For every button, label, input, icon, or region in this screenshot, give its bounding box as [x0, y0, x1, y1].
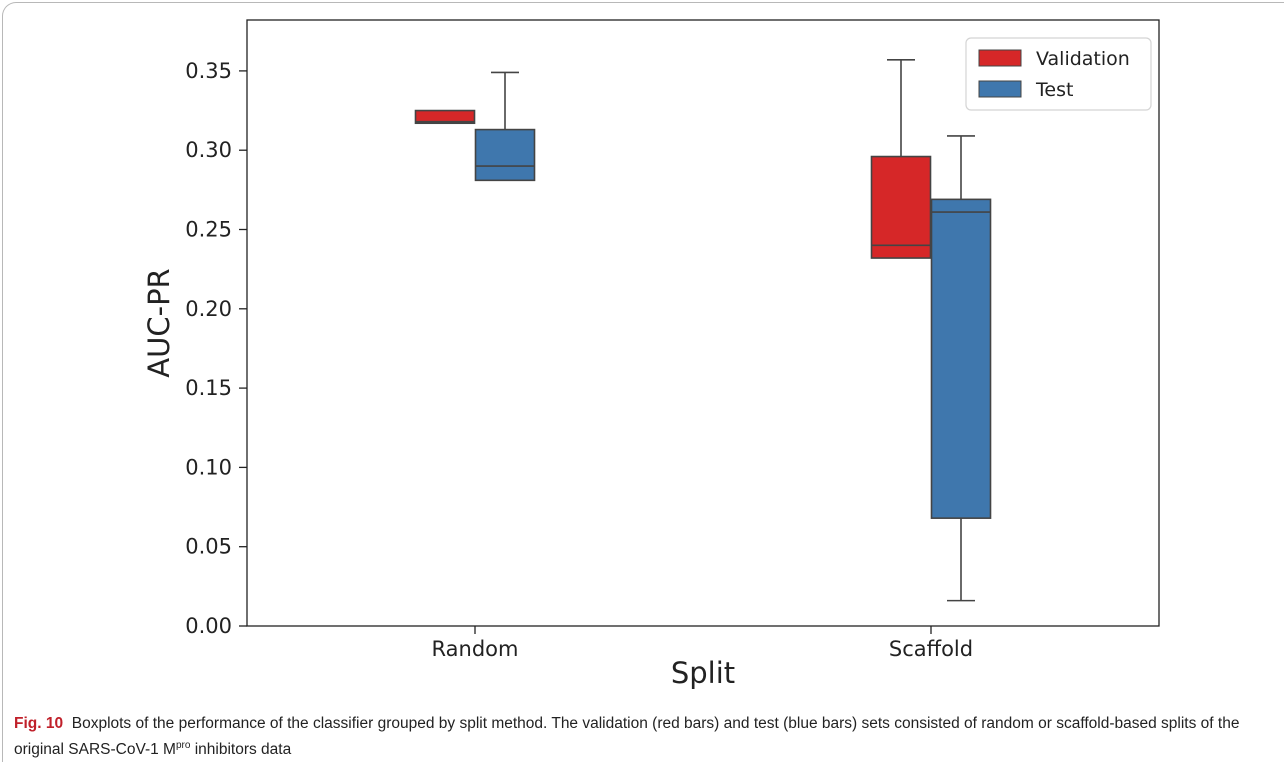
legend-swatch-validation: [978, 49, 1022, 67]
y-tick-label: 0.15: [185, 376, 232, 400]
box-validation-random: [414, 109, 476, 125]
plot-area: [246, 19, 1160, 627]
legend-label-validation: Validation: [1036, 48, 1130, 70]
caption-superscript: pro: [175, 740, 191, 751]
caption-text: Boxplots of the performance of the class…: [14, 715, 1240, 759]
boxplot-chart: 0.00 0.05 0.10 0.15 0.20 0.25 0.30 0.35 Random S…: [142, 19, 1160, 690]
x-tick-label: Random: [432, 637, 519, 661]
y-axis-label: AUC-PR: [142, 268, 176, 377]
y-tick-label: 0.25: [185, 218, 232, 242]
x-axis: Random Scaffold: [432, 626, 973, 661]
box-iqr: [474, 128, 536, 182]
y-tick-label: 0.35: [185, 59, 232, 83]
y-tick-label: 0.05: [185, 535, 232, 559]
boxes: [414, 58, 992, 602]
caption-text-end: inhibitors data: [190, 741, 292, 759]
box-iqr: [930, 198, 992, 519]
box-iqr: [870, 155, 932, 259]
legend: Validation Test: [965, 37, 1152, 111]
y-tick-label: 0.20: [185, 297, 232, 321]
y-tick-label: 0.30: [185, 138, 232, 162]
figure-caption: Fig. 10 Boxplots of the performance of t…: [14, 713, 1276, 761]
box-test-random: [474, 71, 536, 182]
box-test-scaffold: [930, 135, 992, 602]
caption-label: Fig. 10: [14, 715, 64, 732]
y-tick-label: 0.00: [185, 614, 232, 638]
x-tick-label: Scaffold: [889, 637, 973, 661]
box-validation-scaffold: [870, 58, 932, 259]
legend-swatch-test: [978, 80, 1022, 98]
x-axis-label: Split: [671, 656, 735, 690]
box-iqr: [414, 109, 476, 125]
legend-label-test: Test: [1035, 79, 1073, 101]
y-tick-label: 0.10: [185, 455, 232, 479]
y-axis: 0.00 0.05 0.10 0.15 0.20 0.25 0.30 0.35: [185, 59, 247, 638]
